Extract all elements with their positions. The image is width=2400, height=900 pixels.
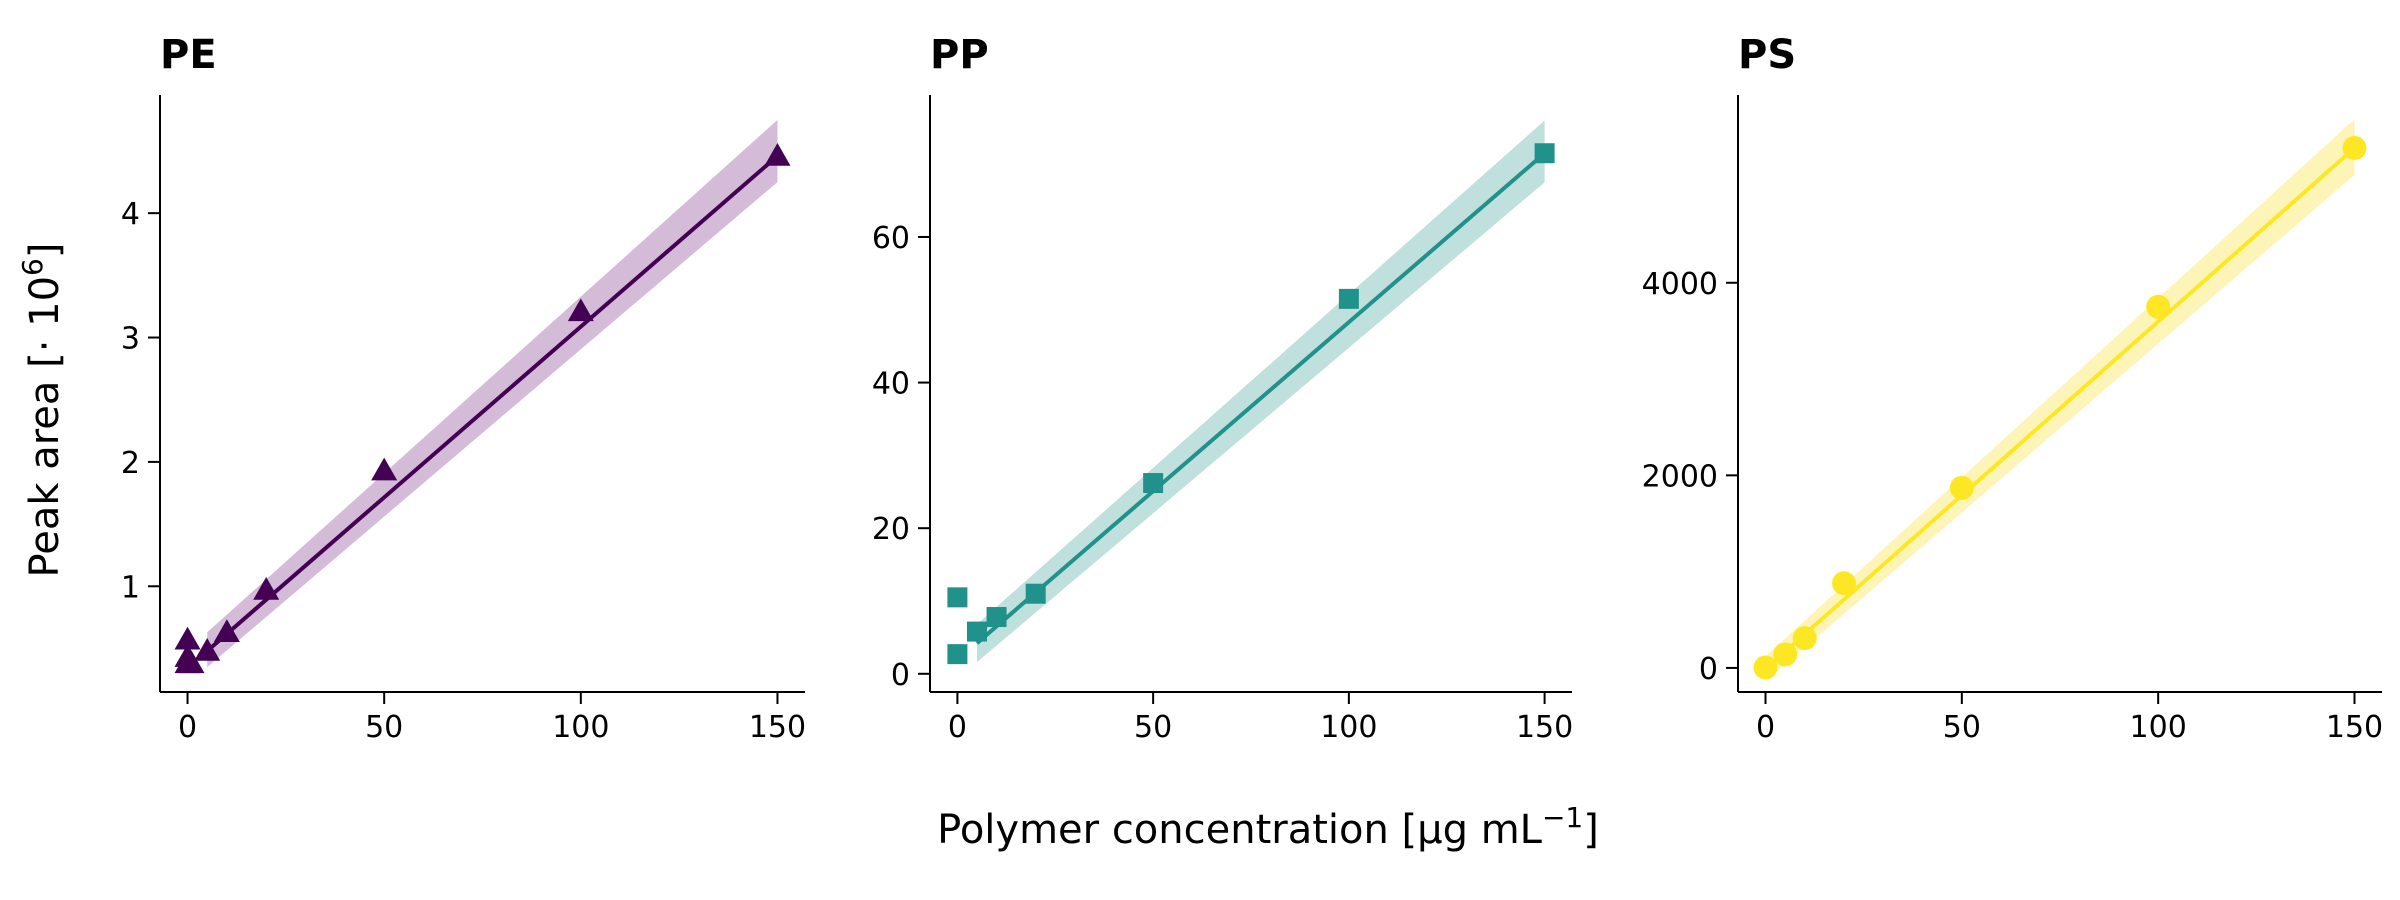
data-point (371, 457, 398, 481)
x-axis-label: Polymer concentration [µg mL−1] (937, 801, 1599, 853)
data-point (947, 587, 968, 608)
chart-panel-pe: PE 0 50 100 150 1 2 3 4 (121, 32, 806, 745)
data-point (1753, 655, 1778, 680)
data-point (2146, 294, 2171, 319)
confidence-band (207, 119, 778, 668)
data-point (1832, 571, 1857, 596)
x-tick-label: 50 (1134, 710, 1172, 745)
data-point (2342, 135, 2367, 160)
data-point (1534, 143, 1555, 164)
data-point (174, 626, 201, 650)
y-tick-label: 0 (891, 658, 910, 693)
data-point (1338, 288, 1359, 309)
y-tick-label: 60 (872, 221, 910, 256)
y-axis-label: Peak area [· 106] (16, 243, 68, 578)
data-point (1773, 642, 1798, 667)
data-point (1949, 475, 1974, 500)
y-tick-label: 40 (872, 367, 910, 402)
x-tick-label: 0 (948, 710, 967, 745)
x-tick-label: 100 (2130, 710, 2187, 745)
data-point (947, 644, 968, 665)
y-tick-label: 0 (1699, 652, 1718, 687)
data-point (986, 607, 1007, 628)
data-point (213, 619, 240, 643)
fit-line (205, 154, 779, 653)
chart-panel-pp: PP 0 50 100 150 0 20 40 60 (872, 32, 1573, 745)
data-point (1792, 626, 1817, 651)
x-tick-label: 100 (552, 710, 609, 745)
confidence-band (976, 120, 1545, 663)
data-point (1143, 473, 1164, 494)
y-tick-label: 4 (121, 197, 140, 232)
data-point (1025, 583, 1046, 604)
fit-line (1764, 146, 2356, 671)
panel-title: PE (160, 32, 217, 78)
y-tick-label: 1 (121, 570, 140, 605)
data-point (253, 577, 280, 600)
y-tick-label: 2 (121, 446, 140, 481)
y-tick-label: 20 (872, 512, 910, 547)
y-tick-label: 2000 (1642, 459, 1718, 494)
x-tick-label: 0 (178, 710, 197, 745)
data-point (178, 650, 205, 674)
fit-line (975, 151, 1546, 645)
panel-title: PP (930, 32, 989, 78)
y-tick-label: 3 (121, 322, 140, 357)
data-point (966, 621, 987, 642)
data-point (194, 637, 221, 661)
panel-title: PS (1738, 32, 1796, 78)
x-tick-label: 150 (2326, 710, 2383, 745)
x-tick-label: 50 (365, 710, 403, 745)
y-tick-label: 4000 (1642, 267, 1718, 302)
confidence-band (1765, 119, 2355, 682)
x-tick-label: 150 (1516, 710, 1573, 745)
data-point (567, 298, 594, 322)
chart-panel-ps: PS 0 50 100 150 0 2000 4000 (1642, 32, 2384, 745)
data-point (764, 142, 791, 166)
x-tick-label: 150 (749, 710, 806, 745)
x-tick-label: 50 (1943, 710, 1981, 745)
x-tick-label: 100 (1320, 710, 1377, 745)
x-tick-label: 0 (1756, 710, 1775, 745)
